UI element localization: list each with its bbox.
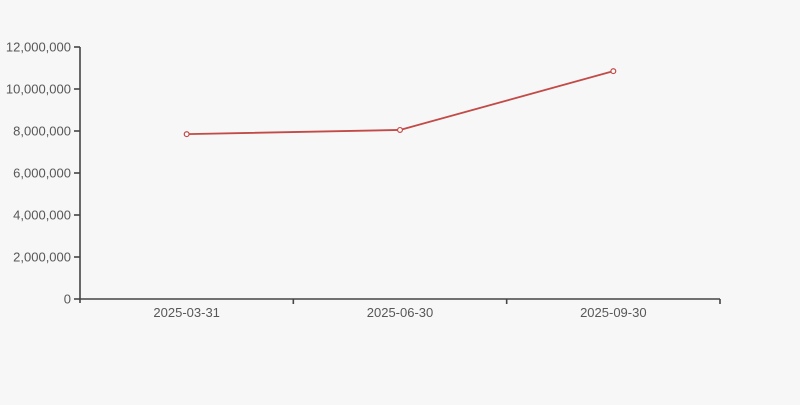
x-axis-tick-label: 2025-06-30 xyxy=(367,305,434,320)
data-line xyxy=(186,70,614,136)
data-point-marker xyxy=(183,131,190,138)
y-axis-tick-label: 10,000,000 xyxy=(6,82,71,97)
y-axis-tick-label: 12,000,000 xyxy=(6,40,71,55)
data-point-marker xyxy=(610,68,617,75)
y-axis-tick-label: 0 xyxy=(64,292,71,307)
y-axis-tick-label: 2,000,000 xyxy=(13,250,71,265)
y-axis-tick-label: 4,000,000 xyxy=(13,208,71,223)
x-axis-tick-label: 2025-09-30 xyxy=(580,305,647,320)
y-axis-tick-label: 8,000,000 xyxy=(13,124,71,139)
x-axis-tick-label: 2025-03-31 xyxy=(153,305,220,320)
data-point-marker xyxy=(397,126,404,133)
y-axis-tick-label: 6,000,000 xyxy=(13,166,71,181)
